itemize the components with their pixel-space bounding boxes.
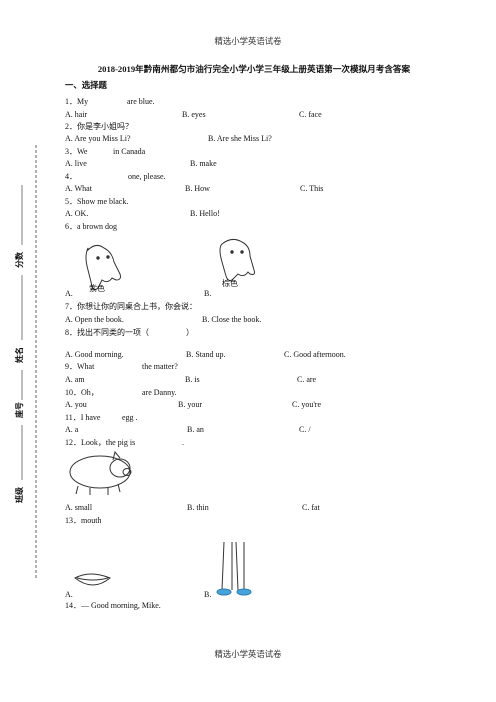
question-stem: 14．— Good morning, Mike. (65, 601, 161, 610)
image-label: 棕色 (222, 278, 238, 288)
question-stem: the matter? (142, 362, 178, 371)
answer-option: C. face (299, 110, 322, 119)
question-stem: one, please. (128, 172, 166, 181)
answer-option: C. This (300, 184, 323, 193)
question-stem: 11．I have (65, 413, 101, 422)
answer-option: B. (204, 289, 211, 298)
answer-option: B. (204, 590, 211, 599)
question-stem: 3．We (65, 147, 88, 156)
question-stem: 8．找出不同类的一项（ (65, 327, 149, 337)
answer-option: A. (65, 289, 73, 298)
answer-option: B. is (185, 375, 200, 384)
answer-option: B. Are she Miss Li? (208, 134, 272, 143)
answer-option: B. Stand up. (186, 350, 226, 359)
answer-option: A. Good morning. (65, 350, 124, 359)
answer-option: C. Good afternoon. (284, 350, 346, 359)
question-stem: 2．你是李小姐吗？ (65, 121, 133, 131)
question-stem: 5．Show me black. (65, 197, 128, 206)
mouth-picture (74, 573, 111, 586)
answer-option: B. an (187, 425, 204, 434)
question-stem: ） (186, 328, 194, 337)
margin-label: 分数 (14, 251, 24, 268)
answer-option: B. your (178, 400, 202, 409)
answer-option: A. you (65, 400, 87, 409)
answer-option: C. are (297, 375, 317, 384)
answer-option: A. am (65, 375, 85, 384)
answer-option: A. Open the book. (65, 315, 124, 324)
question-stem: 1．My (65, 97, 88, 106)
doc-title: 2018-2019年黔南州都匀市油行完全小学小学三年级上册英语第一次模拟月考含答… (98, 63, 411, 74)
section-title: 一、选择题 (65, 80, 107, 90)
question-stem: 12．Look，the pig is (65, 438, 135, 447)
page-footer: 精选小学英语试卷 (215, 649, 283, 659)
answer-option: A. OK. (65, 209, 88, 218)
question-stem: in Canada (113, 147, 146, 156)
question-stem: 13．mouth (65, 516, 101, 525)
answer-option: B. eyes (182, 110, 206, 119)
answer-option: B. thin (187, 503, 209, 512)
answer-option: A. small (65, 503, 93, 512)
question-stem: egg . (122, 413, 138, 422)
question-stem: 10．Oh， (65, 388, 99, 397)
question-stem: . (182, 438, 184, 447)
answer-option: C. fat (302, 503, 321, 512)
answer-option: B. How (185, 184, 210, 193)
page-header: 精选小学英语试卷 (215, 36, 283, 46)
answer-option: A. (65, 590, 73, 599)
answer-option: A. What (65, 184, 93, 193)
answer-option: B. Close the book. (202, 315, 261, 324)
legs-picture (216, 541, 252, 596)
pig-picture (69, 450, 132, 495)
answer-option: B. Hello! (190, 209, 220, 218)
question-stem: 4． (65, 172, 77, 181)
answer-option: A. Are you Miss Li? (65, 134, 131, 143)
question-stem: 6．a brown dog (65, 222, 117, 231)
image-label: 紫色 (89, 283, 105, 293)
dog-picture-a (85, 244, 121, 291)
question-stem: 9．What (65, 362, 95, 371)
answer-option: A. hair (65, 110, 88, 119)
question-stem: 7．你想让你的同桌合上书，你会说： (65, 301, 197, 311)
question-stem: are Danny. (142, 388, 177, 397)
question-stem: are blue. (127, 97, 155, 106)
answer-option: C. / (299, 425, 311, 434)
answer-option: A. a (65, 425, 79, 434)
answer-option: A. live (65, 159, 87, 168)
dog-picture-b (219, 238, 255, 281)
answer-option: C. you're (292, 400, 321, 409)
answer-option: B. make (190, 159, 217, 168)
margin-label: 姓名 (14, 347, 24, 364)
margin-label: 班级 (14, 486, 24, 503)
margin-label: 座号 (14, 402, 24, 419)
